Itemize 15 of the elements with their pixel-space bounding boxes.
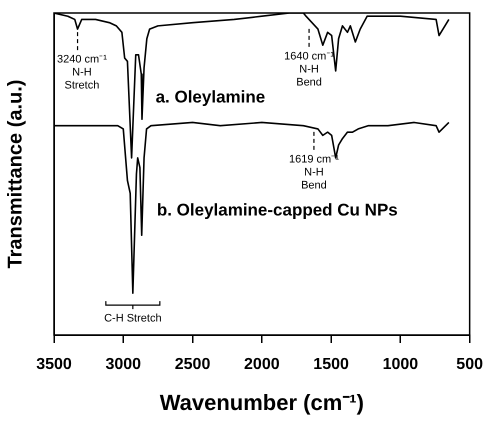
annotation: 3240 cm⁻¹ N-H Stretch (56, 54, 108, 92)
x-tick-label: 3000 (105, 356, 142, 374)
series-label: b. Oleylamine-capped Cu NPs (156, 200, 398, 220)
y-axis-title: Transmittance (a.u.) (4, 80, 27, 268)
x-tick-label: 1000 (382, 356, 418, 374)
annotation: 1640 cm⁻¹ N-H Bend (284, 50, 334, 88)
annotation: C-H Stretch (104, 312, 162, 325)
x-tick-label: 500 (456, 356, 484, 374)
x-axis-title: Wavenumber (cm⁻¹) (160, 390, 364, 415)
x-tick-label: 2000 (244, 356, 280, 374)
x-tick-label: 3500 (36, 356, 72, 374)
x-tick-label: 2500 (174, 356, 210, 374)
annotation: 1619 cm⁻¹ N-H Bend (288, 153, 340, 192)
x-tick-label: 1500 (313, 356, 349, 374)
series-label: a. Oleylamine (156, 88, 266, 107)
